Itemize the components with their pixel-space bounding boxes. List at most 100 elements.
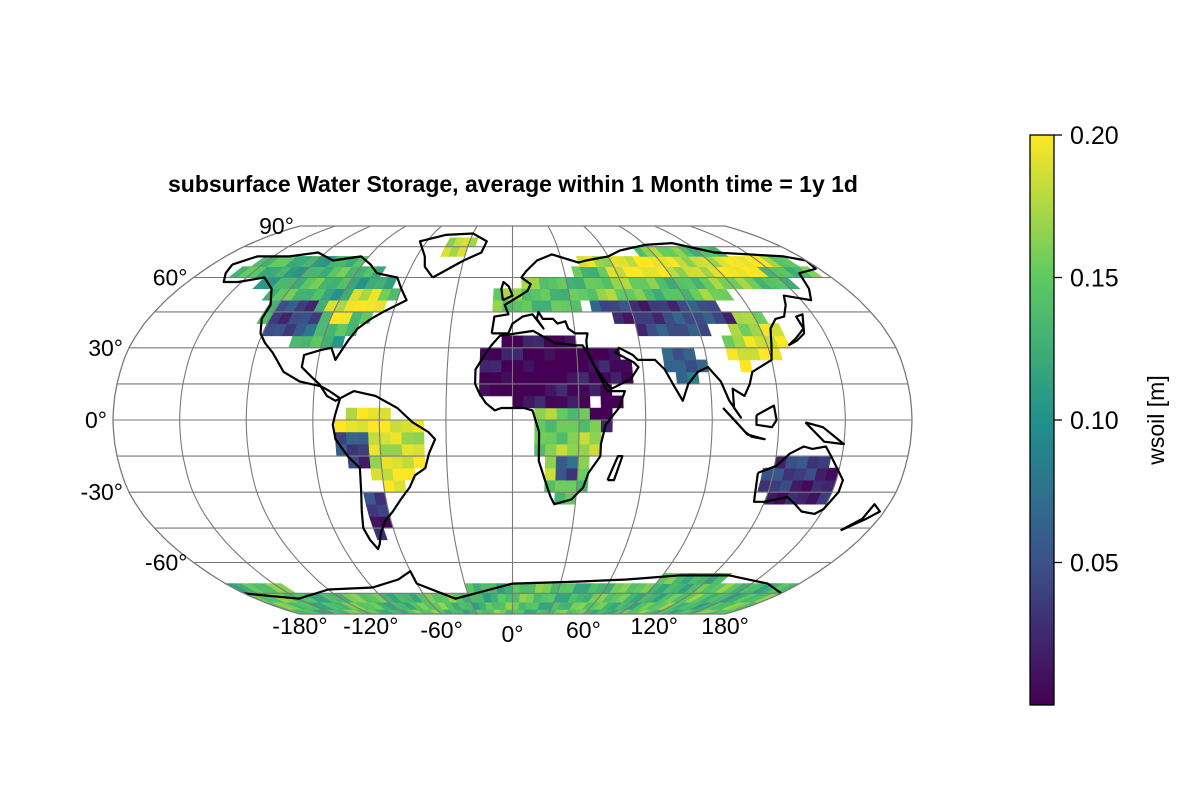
graticule-meridian <box>445 225 478 615</box>
field-cell <box>578 407 591 421</box>
field-cell <box>544 371 557 385</box>
field-cell <box>369 455 383 469</box>
field-cell <box>565 347 578 361</box>
field-cell <box>577 371 590 385</box>
field-cell <box>490 383 502 397</box>
lat-tick-label: 60° <box>153 265 188 291</box>
longitude-tick-labels: -180° -120° -60° 0° 60° 120° 180° <box>272 613 749 647</box>
field-cell <box>566 467 579 481</box>
field-cell <box>589 419 602 433</box>
field-cell <box>346 443 360 457</box>
field-cell <box>357 431 370 445</box>
field-cell <box>534 383 546 397</box>
field-cell <box>504 593 513 603</box>
coastlines <box>222 232 881 600</box>
colorbar-label: wsoil [m] <box>1143 375 1169 465</box>
graticule <box>113 225 912 615</box>
field-cell <box>512 583 521 594</box>
field-cell <box>544 347 557 361</box>
colorbar-tick-label: 0.10 <box>1070 407 1119 435</box>
field-cell <box>576 359 590 373</box>
coastline <box>755 404 778 429</box>
field-cell <box>530 288 542 301</box>
field-cell <box>379 431 392 445</box>
field-cell <box>523 371 535 385</box>
lat-tick-label: -60° <box>145 550 187 576</box>
field-cell <box>370 467 384 481</box>
colorbar-ticks: 0.05 0.10 0.15 0.20 <box>1054 122 1119 578</box>
field-cell <box>589 407 602 421</box>
field-cell <box>501 347 513 361</box>
coastline <box>722 407 766 441</box>
field-cell <box>378 407 391 421</box>
field-cell <box>533 371 546 385</box>
field-cell <box>544 359 557 373</box>
globe-outline <box>112 225 913 615</box>
field-cell <box>358 455 372 469</box>
field-cell <box>512 395 524 409</box>
lat-tick-label: 30° <box>88 335 123 361</box>
colorbar-tick-label: 0.05 <box>1070 550 1119 578</box>
field-cell <box>610 371 623 385</box>
field-cell <box>493 609 502 614</box>
field-cell <box>345 407 358 421</box>
field-cell <box>523 383 535 397</box>
field-cell <box>545 383 558 397</box>
field-cell <box>589 431 602 445</box>
field-cell <box>501 359 513 373</box>
field-cell <box>544 467 557 481</box>
latitude-tick-labels: 90° 60° 30° 0° -30° -60° <box>81 213 294 576</box>
field-cell <box>531 299 543 313</box>
field-cell <box>490 347 503 361</box>
field-cell <box>390 443 403 457</box>
field-cell <box>334 419 347 433</box>
field-cell <box>380 455 393 469</box>
field-cell <box>564 491 577 505</box>
field-cell <box>392 467 405 481</box>
field-cell <box>368 431 381 445</box>
field-cell <box>512 359 524 373</box>
field-cell <box>367 419 380 433</box>
graticule-meridian <box>653 225 780 615</box>
field-cell <box>529 277 541 289</box>
field-cell <box>578 431 591 445</box>
field-cell <box>555 467 568 481</box>
graticule-meridian <box>245 225 372 615</box>
map-plot-area: 90° 60° 30° 0° -30° -60° -180° -120° -60° 0° 60° 1… <box>81 213 913 647</box>
coastline <box>331 390 437 551</box>
field-cell <box>345 431 359 445</box>
field-cell <box>390 419 403 433</box>
field-cell <box>539 288 552 301</box>
field-cell <box>512 609 520 614</box>
data-field-layer <box>225 237 840 614</box>
field-cell <box>600 395 613 409</box>
field-cell <box>578 395 591 409</box>
field-cell <box>556 419 569 433</box>
field-cell <box>545 443 558 457</box>
field-cell <box>566 455 579 469</box>
field-cell <box>675 371 689 385</box>
field-cell <box>566 371 579 385</box>
field-cell <box>378 419 391 433</box>
field-cell <box>356 407 369 421</box>
field-cell <box>489 593 500 603</box>
coastline <box>787 313 806 347</box>
field-cell <box>519 583 529 594</box>
field-cell <box>545 431 558 445</box>
field-cell <box>555 359 568 373</box>
field-cell <box>512 601 520 610</box>
lon-tick-label: 180° <box>701 613 749 639</box>
field-cell <box>609 359 622 373</box>
field-cell <box>545 419 558 433</box>
field-cell <box>356 419 369 433</box>
coastline <box>500 280 514 302</box>
field-cell <box>522 335 535 349</box>
field-cell <box>412 431 425 445</box>
field-cell <box>554 479 567 493</box>
field-cell <box>545 407 558 421</box>
field-cell <box>555 455 568 469</box>
field-cell <box>512 347 524 361</box>
graticule-meridian <box>583 225 647 615</box>
field-cell <box>512 335 524 349</box>
